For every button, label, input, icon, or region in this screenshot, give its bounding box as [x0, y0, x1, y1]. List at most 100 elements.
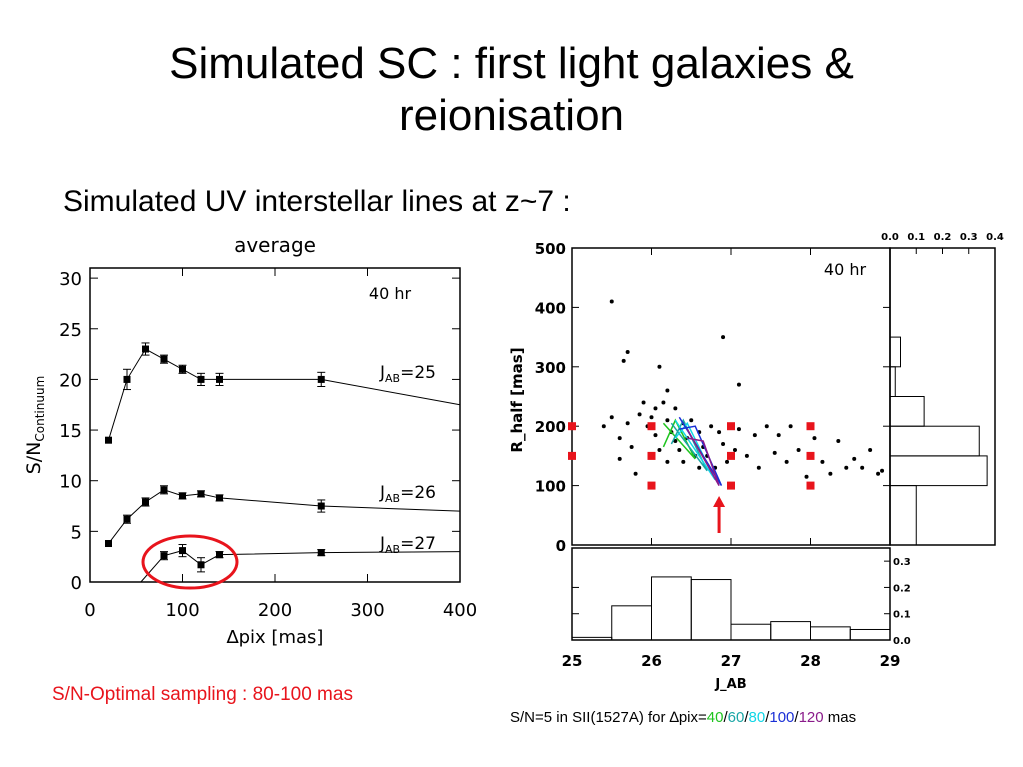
left-data-point — [179, 492, 186, 500]
left-data-point — [317, 549, 325, 557]
slide-title-line1: Simulated SC : first light galaxies & — [169, 39, 854, 88]
scatter-point — [617, 436, 622, 441]
hhist-bar — [690, 579, 732, 641]
left-data-point — [179, 365, 186, 373]
left-data-point — [142, 345, 149, 353]
scatter-point — [657, 447, 662, 452]
scatter-point — [812, 436, 817, 441]
vhist-bar — [889, 485, 917, 546]
caption-value-120: 120 — [798, 709, 824, 726]
scatter-point — [633, 471, 638, 476]
scatter-x-tick-label: 29 — [880, 652, 901, 670]
scatter-point — [868, 447, 873, 452]
caption-sep: / — [794, 709, 799, 726]
left-x-axis-label: ∆pix [mas] — [226, 627, 324, 648]
scatter-point — [732, 447, 737, 452]
scatter-point — [772, 450, 777, 455]
scatter-point — [641, 400, 646, 405]
left-data-point — [197, 561, 205, 569]
scatter-point — [709, 424, 714, 429]
caption-sep: / — [723, 709, 728, 726]
scatter-point — [721, 442, 726, 447]
vhist-bar — [889, 336, 901, 368]
sn-track-60 — [670, 418, 708, 472]
scatter-point — [609, 299, 614, 304]
red-marker — [568, 451, 576, 460]
scatter-point — [860, 465, 865, 470]
red-marker — [806, 481, 815, 490]
scatter-point — [852, 456, 857, 461]
scatter-y-tick-label: 300 — [535, 359, 566, 377]
sn-track-40 — [662, 418, 696, 460]
arrow-head — [713, 496, 726, 507]
scatter-point — [784, 459, 789, 464]
scatter-point — [617, 456, 622, 461]
left-data-point — [160, 486, 168, 494]
scatter-point — [725, 459, 730, 464]
hhist-bar — [611, 605, 652, 641]
scatter-x-tick-label: 27 — [721, 652, 742, 670]
sn-track-120 — [686, 428, 720, 486]
left-data-point — [123, 515, 131, 523]
scatter-plot-frame — [571, 247, 891, 546]
vhist-tick-label: 0.3 — [960, 232, 978, 243]
scatter-point — [629, 444, 634, 449]
scatter-point — [697, 465, 702, 470]
scatter-y-tick-label: 100 — [535, 478, 566, 496]
scatter-point — [804, 474, 809, 479]
vhist-tick-label: 0.1 — [907, 232, 925, 243]
vhist-tick-label: 0.0 — [881, 232, 899, 243]
left-data-point — [317, 502, 325, 510]
scatter-y-tick-label: 400 — [535, 299, 566, 317]
left-y-tick-label: 25 — [59, 320, 82, 341]
left-series-label: JAB=26 — [379, 483, 436, 505]
hhist-tick-label: 0.1 — [893, 610, 911, 621]
scatter-point — [681, 459, 686, 464]
left-data-point — [197, 490, 205, 498]
left-data-point — [317, 375, 325, 383]
caption-optimal-sampling: S/N-Optimal sampling : 80-100 mas — [52, 684, 353, 705]
scatter-y-tick-label: 0 — [556, 537, 566, 555]
hhist-bar — [770, 621, 811, 641]
caption-sep: / — [765, 709, 770, 726]
slide-title-line2: reionisation — [398, 91, 625, 140]
hhist-tick-label: 0.2 — [893, 583, 911, 594]
scatter-point — [828, 471, 833, 476]
red-marker — [647, 481, 656, 490]
scatter-point — [621, 358, 626, 363]
caption-suffix: mas — [823, 709, 857, 726]
scatter-point — [609, 415, 614, 420]
left-data-point — [179, 547, 186, 555]
hhist-tick-label: 0.3 — [893, 557, 911, 568]
scatter-point — [673, 439, 678, 444]
scatter-x-tick-label: 26 — [641, 652, 662, 670]
scatter-point — [721, 335, 726, 340]
scatter-point — [820, 459, 825, 464]
scatter-point — [880, 468, 885, 473]
scatter-x-axis-label: J_AB — [714, 677, 746, 692]
left-data-point — [197, 375, 205, 383]
red-marker — [806, 451, 815, 460]
scatter-annotation-40hr: 40 hr — [824, 260, 867, 279]
scatter-point — [836, 439, 841, 444]
red-marker — [727, 451, 735, 460]
scatter-point — [717, 430, 722, 435]
scatter-point — [665, 418, 670, 423]
scatter-point — [744, 453, 749, 458]
scatter-point — [788, 424, 793, 429]
left-x-tick-label: 100 — [165, 600, 199, 621]
slide-subtitle: Simulated UV interstellar lines at z~7 : — [63, 185, 571, 218]
caption-value-100: 100 — [769, 709, 795, 726]
left-x-tick-label: 300 — [350, 600, 384, 621]
hhist-bar — [651, 576, 692, 641]
left-series-label: JAB=25 — [379, 363, 436, 385]
caption-prefix: S/N=5 in SII(1527A) for ∆pix= — [510, 709, 707, 726]
red-marker — [647, 451, 656, 460]
left-data-point — [123, 375, 131, 383]
left-data-point — [160, 552, 168, 560]
left-y-tick-label: 5 — [71, 522, 82, 543]
red-marker — [727, 481, 735, 490]
vhist-tick-label: 0.2 — [934, 232, 952, 243]
scatter-point — [653, 406, 658, 411]
